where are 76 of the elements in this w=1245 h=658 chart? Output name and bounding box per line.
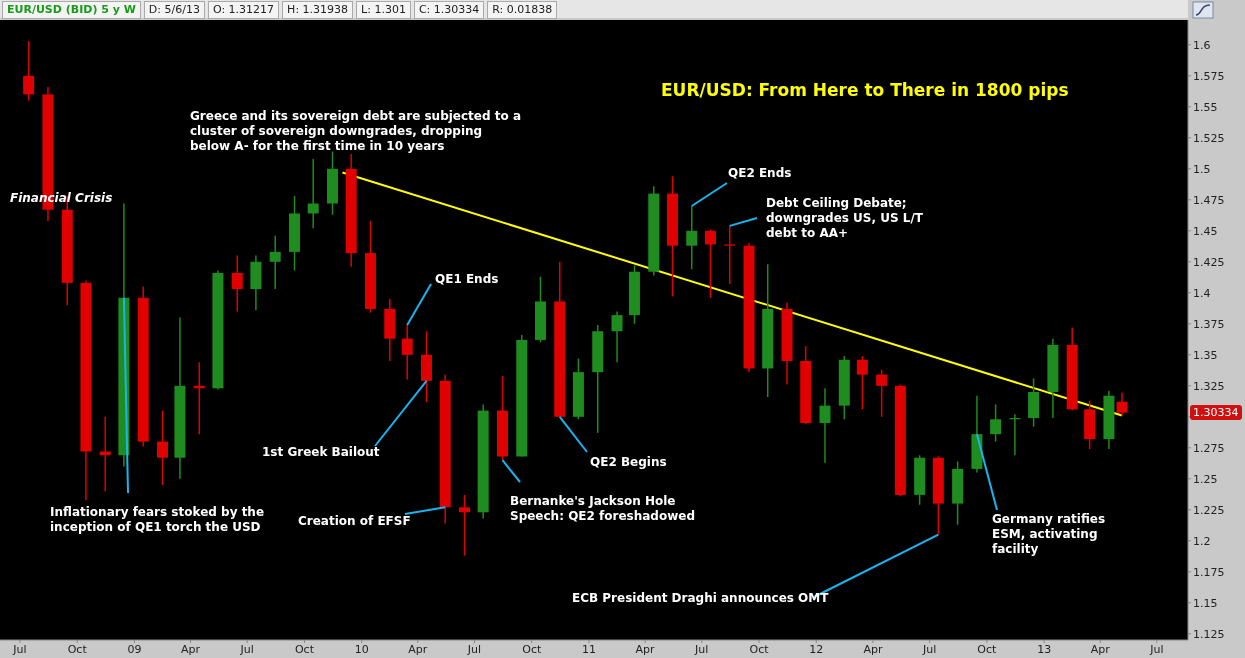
annotation: Inflationary fears stoked by the inception of QE1 torch the USD: [50, 505, 266, 535]
annotation: Germany ratifies ESM, activating facility: [992, 512, 1107, 557]
y-tick-label: 1.525: [1193, 131, 1225, 145]
candlestick: [231, 254, 243, 313]
x-tick-label: 12: [809, 642, 824, 656]
x-tick-label: Jul: [239, 642, 254, 656]
candlestick: [23, 40, 35, 102]
candlestick: [269, 235, 281, 290]
y-tick-label: 1.275: [1193, 441, 1225, 455]
x-tick-label: Oct: [294, 642, 315, 656]
text: H: 1.31938: [282, 1, 354, 19]
annotation: Bernanke's Jackson Hole Speech: QE2 foreshadowed: [510, 494, 697, 524]
text: EUR/USD (BID) 5 y W: [2, 1, 141, 19]
y-tick-label: 1.6: [1193, 38, 1211, 52]
annotation: ECB President Draghi announces OMT: [572, 591, 830, 606]
annotation: Debt Ceiling Debate; downgrades US, US L/T debt to AA+: [766, 196, 925, 241]
y-tick-label: 1.225: [1193, 503, 1225, 517]
x-tick-label: 13: [1037, 642, 1052, 656]
x-tick-label: Apr: [863, 642, 883, 656]
candlestick: [157, 409, 169, 486]
candlestick: [876, 368, 888, 418]
x-tick-label: Jul: [1149, 642, 1164, 656]
x-tick-label: Jul: [694, 642, 709, 656]
y-tick-label: 1.4: [1193, 286, 1211, 300]
text: O: 1.31217: [207, 1, 280, 19]
y-tick-label: 1.2: [1193, 534, 1211, 548]
x-tick-label: Oct: [67, 642, 88, 656]
y-tick-label: 1.125: [1193, 627, 1225, 641]
candlestick: [401, 324, 413, 381]
annotation: Greece and its sovereign debt are subjected to a cluster of sovereign downgrades, dropping below A- for the first time in 10 years: [190, 109, 522, 154]
x-tick-label: Apr: [635, 642, 656, 656]
candlestick: [704, 228, 716, 299]
x-tick-label: Jul: [466, 642, 482, 656]
x-tick-label: Oct: [977, 642, 998, 656]
text: EUR/USD: From Here to There in 1800 pips: [661, 80, 1069, 100]
annotation: 1st Greek Bailout: [262, 445, 381, 460]
text: C: 1.30334: [413, 1, 485, 19]
x-tick-label: 11: [582, 642, 597, 656]
candlestick: [724, 225, 736, 285]
annotation: QE2 Begins: [590, 455, 668, 470]
y-tick-label: 1.325: [1193, 379, 1225, 393]
text: D: 5/6/13: [143, 1, 205, 19]
annotation: Creation of EFSF: [298, 514, 412, 529]
candlestick: [1116, 392, 1128, 417]
y-tick-label: 1.425: [1193, 255, 1225, 269]
x-tick-label: Oct: [749, 642, 770, 656]
text: L: 1.301: [356, 1, 411, 19]
x-tick-label: Jul: [12, 642, 27, 656]
y-tick-label: 1.375: [1193, 317, 1225, 331]
x-tick-label: 10: [354, 642, 369, 656]
y-tick-label: 1.15: [1193, 596, 1218, 610]
y-tick-label: 1.475: [1193, 193, 1225, 207]
x-tick-label: Oct: [522, 642, 542, 656]
x-tick-label: 09: [127, 642, 142, 656]
y-tick-label: 1.45: [1193, 224, 1218, 238]
x-tick-label: Apr: [181, 642, 201, 656]
y-tick-label: 1.35: [1193, 348, 1218, 362]
candlestick: [458, 494, 470, 557]
y-tick-label: 1.5: [1193, 162, 1211, 176]
y-tick-label: 1.575: [1193, 69, 1225, 83]
annotation: QE2 Ends: [728, 166, 793, 181]
candlestick: [611, 310, 623, 363]
x-tick-label: Apr: [408, 642, 428, 656]
candlestick: [307, 158, 319, 230]
y-tick-label: 1.55: [1193, 100, 1218, 114]
text: 1.30334: [1190, 404, 1242, 420]
candlestick: [856, 355, 868, 411]
candlestick: [990, 403, 1002, 443]
candlestick: [819, 387, 831, 464]
text: R: 0.01838: [487, 1, 558, 19]
y-tick-label: 1.25: [1193, 472, 1218, 486]
annotation: QE1 Ends: [435, 272, 500, 287]
x-tick-label: Apr: [1090, 642, 1111, 656]
x-tick-label: Jul: [921, 642, 937, 656]
y-tick-label: 1.175: [1193, 565, 1225, 579]
candlestick: [686, 205, 698, 270]
